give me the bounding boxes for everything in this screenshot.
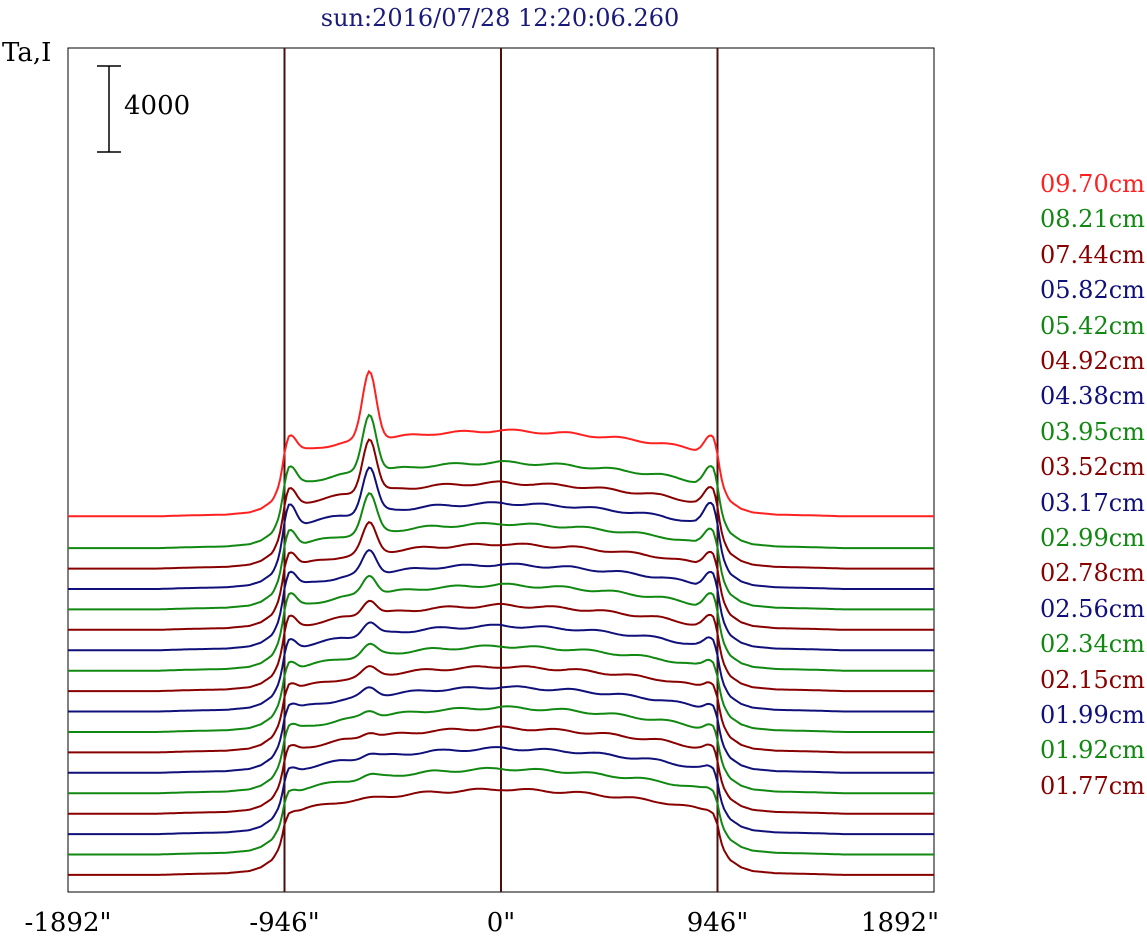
series-line-09.70cm bbox=[68, 369, 934, 518]
legend-item: 02.99cm bbox=[1040, 524, 1145, 552]
legend-item: 03.95cm bbox=[1040, 417, 1145, 446]
series-line-04.92cm bbox=[68, 521, 934, 631]
series-line-02.34cm bbox=[68, 705, 934, 795]
scale-bar-label: 4000 bbox=[124, 91, 191, 121]
x-tick-label: 0" bbox=[486, 908, 516, 938]
legend-item: 04.92cm bbox=[1040, 347, 1145, 375]
x-tick-label: -1892" bbox=[24, 908, 112, 938]
legend-item: 01.99cm bbox=[1040, 701, 1145, 729]
scale-bar bbox=[97, 65, 121, 153]
legend-item: 02.56cm bbox=[1040, 594, 1145, 623]
x-tick-label: -946" bbox=[249, 908, 320, 938]
legend-item: 01.92cm bbox=[1040, 736, 1145, 765]
legend: 09.70cm 08.21cm 07.44cm 05.82cm 05.42cm 04.92… bbox=[1040, 0, 1147, 941]
legend-item: 04.38cm bbox=[1040, 382, 1145, 411]
series-line-03.52cm bbox=[68, 599, 934, 693]
legend-item: 08.21cm bbox=[1040, 205, 1145, 234]
series-line-01.92cm bbox=[68, 766, 934, 856]
chart-title: sun:2016/07/28 12:20:06.260 bbox=[320, 4, 680, 32]
series-line-01.99cm bbox=[68, 746, 934, 836]
series-line-04.38cm bbox=[68, 548, 934, 652]
series-line-05.42cm bbox=[68, 492, 934, 611]
legend-item: 02.15cm bbox=[1040, 665, 1145, 694]
series-line-07.44cm bbox=[68, 438, 934, 570]
series-line-05.82cm bbox=[68, 466, 934, 590]
series-line-08.21cm bbox=[68, 413, 934, 550]
legend-item: 03.52cm bbox=[1040, 453, 1145, 482]
legend-item: 07.44cm bbox=[1040, 240, 1145, 269]
series-line-01.77cm bbox=[68, 787, 934, 876]
legend-item: 05.82cm bbox=[1040, 276, 1145, 305]
x-tick-label: 946" bbox=[686, 908, 749, 938]
legend-item: 01.77cm bbox=[1040, 771, 1145, 800]
x-tick-label: 1892" bbox=[860, 908, 940, 938]
legend-item: 09.70cm bbox=[1040, 170, 1145, 198]
series-line-03.95cm bbox=[68, 574, 934, 672]
series-lines bbox=[68, 369, 934, 876]
legend-item: 02.78cm bbox=[1040, 559, 1145, 588]
series-line-02.15cm bbox=[68, 725, 934, 815]
x-axis-ticks: -1892" -946" 0" 946" 1892" bbox=[0, 908, 1000, 938]
series-line-03.17cm bbox=[68, 621, 934, 713]
vertical-lines bbox=[283, 48, 719, 892]
series-line-02.56cm bbox=[68, 685, 934, 774]
series-line-02.78cm bbox=[68, 665, 934, 754]
series-line-02.99cm bbox=[68, 642, 934, 733]
legend-item: 03.17cm bbox=[1040, 488, 1145, 517]
y-axis-label: Ta,I bbox=[2, 38, 52, 68]
legend-item: 02.34cm bbox=[1040, 630, 1145, 659]
legend-item: 05.42cm bbox=[1040, 311, 1145, 340]
